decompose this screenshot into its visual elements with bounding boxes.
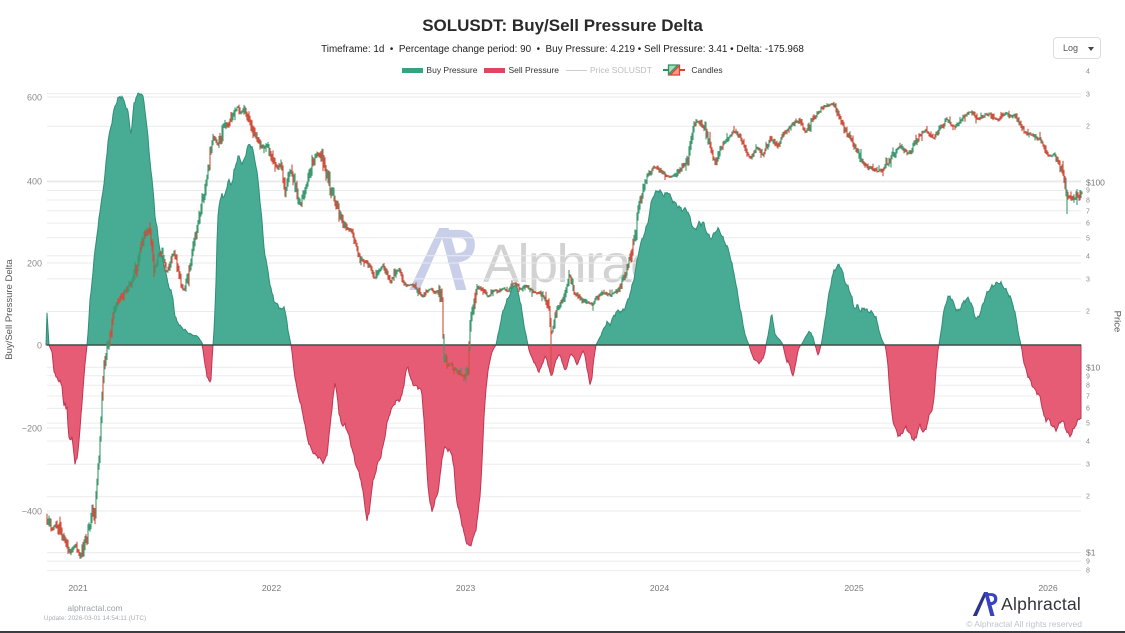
svg-text:2: 2 bbox=[1086, 494, 1090, 501]
svg-text:3: 3 bbox=[1086, 277, 1090, 284]
svg-text:$100: $100 bbox=[1086, 178, 1105, 188]
svg-text:9: 9 bbox=[1086, 374, 1090, 381]
svg-text:6: 6 bbox=[1086, 406, 1090, 413]
svg-text:$1: $1 bbox=[1086, 548, 1096, 558]
svg-text:9: 9 bbox=[1086, 559, 1090, 566]
svg-text:2021: 2021 bbox=[68, 583, 87, 593]
svg-text:3: 3 bbox=[1086, 92, 1090, 99]
svg-text:−400: −400 bbox=[22, 507, 42, 517]
svg-text:4: 4 bbox=[1086, 439, 1090, 446]
svg-text:2: 2 bbox=[1086, 309, 1090, 316]
svg-text:8: 8 bbox=[1086, 198, 1090, 205]
svg-text:2024: 2024 bbox=[650, 583, 669, 593]
svg-text:200: 200 bbox=[27, 259, 42, 269]
svg-text:2025: 2025 bbox=[844, 583, 863, 593]
svg-text:−200: −200 bbox=[22, 424, 42, 434]
svg-text:3: 3 bbox=[1086, 462, 1090, 469]
svg-text:0: 0 bbox=[37, 341, 42, 351]
svg-text:9: 9 bbox=[1086, 188, 1090, 195]
svg-text:4: 4 bbox=[1086, 254, 1090, 261]
svg-text:400: 400 bbox=[27, 177, 42, 187]
svg-text:600: 600 bbox=[27, 93, 42, 103]
svg-text:2: 2 bbox=[1086, 124, 1090, 131]
svg-text:7: 7 bbox=[1086, 209, 1090, 216]
svg-text:2026: 2026 bbox=[1038, 583, 1057, 593]
svg-text:$10: $10 bbox=[1086, 363, 1100, 373]
svg-text:7: 7 bbox=[1086, 394, 1090, 401]
svg-text:6: 6 bbox=[1086, 221, 1090, 228]
svg-text:4: 4 bbox=[1086, 69, 1090, 76]
svg-text:8: 8 bbox=[1086, 568, 1090, 575]
svg-text:5: 5 bbox=[1086, 236, 1090, 243]
svg-text:2022: 2022 bbox=[262, 583, 281, 593]
svg-text:2023: 2023 bbox=[456, 583, 475, 593]
svg-text:5: 5 bbox=[1086, 421, 1090, 428]
svg-text:8: 8 bbox=[1086, 383, 1090, 390]
